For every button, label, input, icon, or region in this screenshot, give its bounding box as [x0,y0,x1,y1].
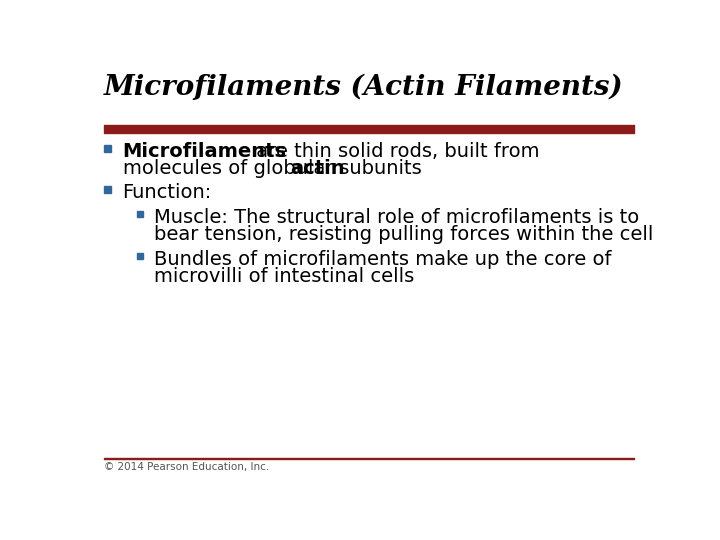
Text: actin: actin [291,159,345,178]
Bar [104,145,111,152]
Text: Microfilaments: Microfilaments [122,142,287,161]
Text: bear tension, resisting pulling forces within the cell: bear tension, resisting pulling forces w… [153,225,653,244]
Bar [104,186,111,193]
Text: Bundles of microfilaments make up the core of: Bundles of microfilaments make up the co… [153,249,611,268]
Text: Microfilaments (Actin Filaments): Microfilaments (Actin Filaments) [104,74,624,101]
Text: are thin solid rods, built from: are thin solid rods, built from [250,142,539,161]
Text: microvilli of intestinal cells: microvilli of intestinal cells [153,267,414,286]
Text: Muscle: The structural role of microfilaments is to: Muscle: The structural role of microfila… [153,208,639,227]
Text: subunits: subunits [333,159,422,178]
Bar [137,211,143,217]
Bar [137,253,143,259]
Text: © 2014 Pearson Education, Inc.: © 2014 Pearson Education, Inc. [104,462,269,472]
Text: molecules of globular: molecules of globular [122,159,339,178]
Text: Function:: Function: [122,184,212,202]
